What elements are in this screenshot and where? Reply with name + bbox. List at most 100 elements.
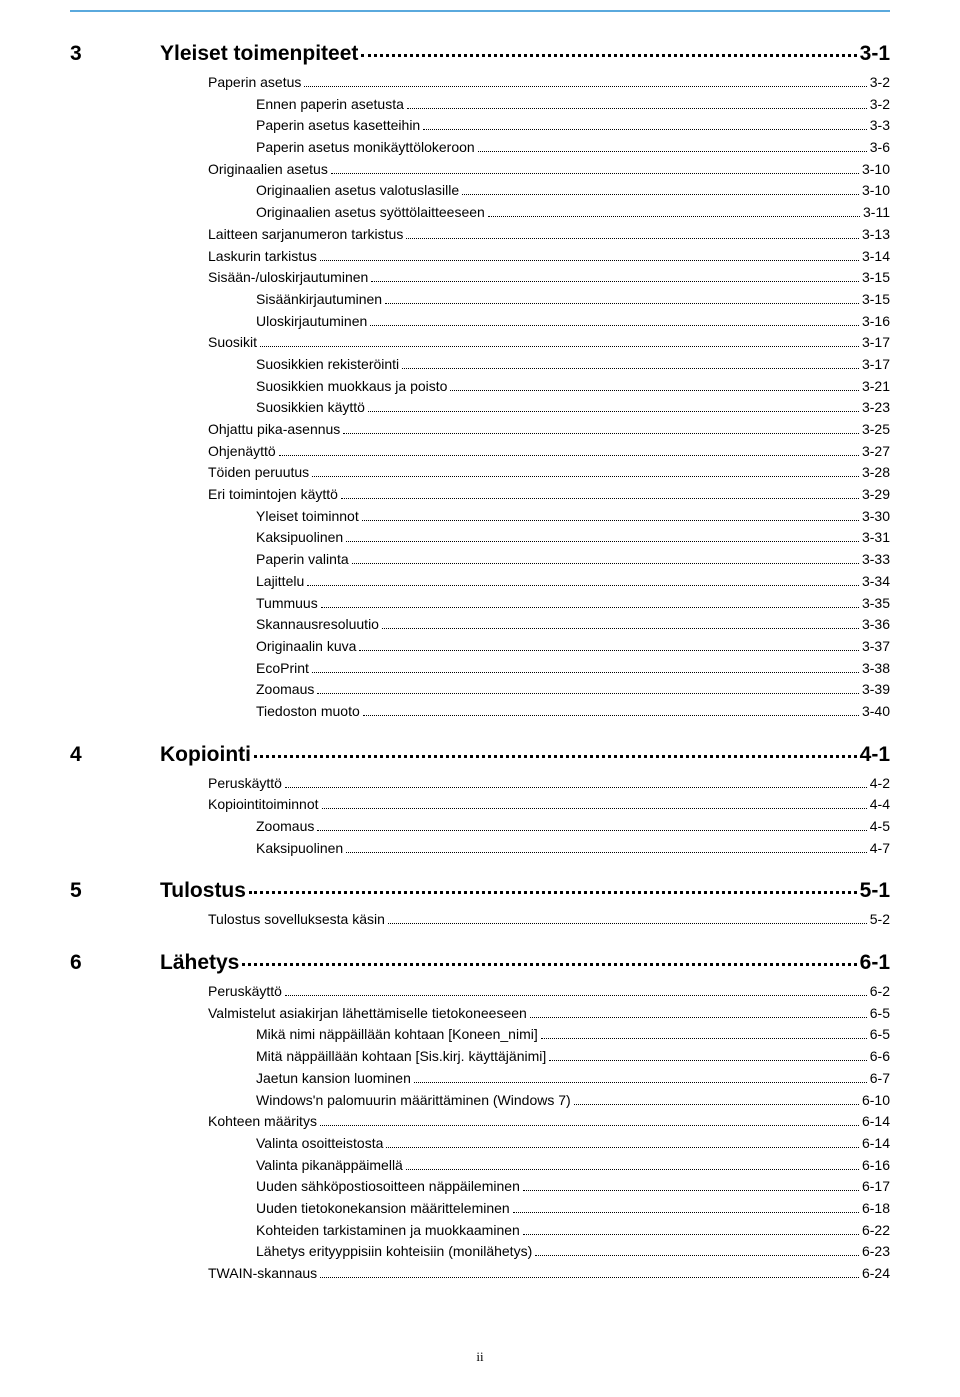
entry-title: Zoomaus — [256, 816, 314, 838]
leader-dots — [385, 303, 859, 304]
entry-title: Paperin asetus — [208, 72, 301, 94]
leader-dots — [406, 1169, 859, 1170]
toc-entry: Tulostus sovelluksesta käsin5-2 — [160, 909, 890, 931]
toc-entry: Originaalien asetus syöttölaitteeseen3-1… — [160, 202, 890, 224]
leader-dots — [285, 995, 867, 996]
leader-dots — [371, 281, 859, 282]
entry-page: 3-6 — [870, 137, 890, 159]
entry-page: 4-4 — [870, 794, 890, 816]
chapter-page: 6-1 — [860, 951, 890, 975]
entry-title: Kohteen määritys — [208, 1111, 317, 1133]
entry-page: 3-3 — [870, 115, 890, 137]
leader-dots — [254, 755, 857, 758]
entry-page: 6-10 — [862, 1090, 890, 1112]
leader-dots — [346, 852, 867, 853]
chapter-title-wrap: Lähetys6-1 — [160, 951, 890, 975]
chapter-title: Yleiset toimenpiteet — [160, 42, 358, 66]
leader-dots — [388, 923, 867, 924]
leader-dots — [406, 238, 859, 239]
toc-entry: Yleiset toiminnot3-30 — [160, 506, 890, 528]
chapter-title-wrap: Kopiointi4-1 — [160, 743, 890, 767]
toc-entry: Ohjenäyttö3-27 — [160, 441, 890, 463]
entry-page: 3-38 — [862, 658, 890, 680]
leader-dots — [549, 1060, 867, 1061]
toc-entry: Kaksipuolinen4-7 — [160, 838, 890, 860]
toc-entry: Windows'n palomuurin määrittäminen (Wind… — [160, 1090, 890, 1112]
entry-title: Kaksipuolinen — [256, 527, 343, 549]
entry-title: Laskurin tarkistus — [208, 246, 317, 268]
entry-title: Uuden sähköpostiosoitteen näppäileminen — [256, 1176, 520, 1198]
chapter-number: 6 — [70, 951, 160, 975]
leader-dots — [530, 1017, 867, 1018]
entry-title: Laitteen sarjanumeron tarkistus — [208, 224, 403, 246]
chapter-title: Kopiointi — [160, 743, 251, 767]
chapter-title-wrap: Yleiset toimenpiteet3-1 — [160, 42, 890, 66]
entry-page: 3-40 — [862, 701, 890, 723]
chapter-page: 5-1 — [860, 879, 890, 903]
entry-page: 3-17 — [862, 332, 890, 354]
entry-page: 3-2 — [870, 94, 890, 116]
entry-title: Originaalien asetus valotuslasille — [256, 180, 459, 202]
entry-page: 6-18 — [862, 1198, 890, 1220]
toc-entry: Originaalien asetus3-10 — [160, 159, 890, 181]
toc-entry: Paperin valinta3-33 — [160, 549, 890, 571]
toc-section: 3Yleiset toimenpiteet3-1Paperin asetus3-… — [70, 42, 890, 723]
chapter-number: 4 — [70, 743, 160, 767]
leader-dots — [359, 650, 859, 651]
leader-dots — [341, 498, 859, 499]
leader-dots — [320, 1125, 859, 1126]
entries: Tulostus sovelluksesta käsin5-2 — [160, 909, 890, 931]
entry-page: 3-15 — [862, 289, 890, 311]
toc-entry: Laitteen sarjanumeron tarkistus3-13 — [160, 224, 890, 246]
entry-page: 3-17 — [862, 354, 890, 376]
entry-page: 3-21 — [862, 376, 890, 398]
entry-page: 6-5 — [870, 1024, 890, 1046]
toc-entry: Zoomaus3-39 — [160, 679, 890, 701]
toc-entry: Peruskäyttö4-2 — [160, 773, 890, 795]
entry-page: 3-35 — [862, 593, 890, 615]
entry-title: Eri toimintojen käyttö — [208, 484, 338, 506]
entry-page: 3-30 — [862, 506, 890, 528]
toc-entry: Eri toimintojen käyttö3-29 — [160, 484, 890, 506]
leader-dots — [362, 520, 859, 521]
leader-dots — [317, 693, 859, 694]
leader-dots — [249, 891, 857, 894]
entry-title: Lähetys erityyppisiin kohteisiin (monilä… — [256, 1241, 532, 1263]
entry-title: Suosikkien rekisteröinti — [256, 354, 399, 376]
entry-title: Peruskäyttö — [208, 773, 282, 795]
entries: Paperin asetus 3-2 Ennen paperin asetusta 3… — [160, 72, 890, 723]
toc-entry: Laskurin tarkistus3-14 — [160, 246, 890, 268]
entry-title: Windows'n palomuurin määrittäminen (Wind… — [256, 1090, 571, 1112]
toc-entry: Kaksipuolinen3-31 — [160, 527, 890, 549]
toc-entry: Zoomaus4-5 — [160, 816, 890, 838]
leader-dots — [523, 1190, 859, 1191]
leader-dots — [382, 628, 859, 629]
page-number: ii — [0, 1349, 960, 1365]
leader-dots — [312, 476, 859, 477]
toc-entry: Tiedoston muoto 3-40 — [160, 701, 890, 723]
entry-page: 6-14 — [862, 1111, 890, 1133]
leader-dots — [450, 390, 859, 391]
entry-title: Ohjattu pika-asennus — [208, 419, 340, 441]
entry-title: Valinta pikanäppäimellä — [256, 1155, 403, 1177]
entry-page: 6-17 — [862, 1176, 890, 1198]
entry-title: Suosikkien käyttö — [256, 397, 365, 419]
entry-page: 3-28 — [862, 462, 890, 484]
entry-page: 3-23 — [862, 397, 890, 419]
entry-title: Suosikkien muokkaus ja poisto — [256, 376, 447, 398]
toc-entry: Lajittelu3-34 — [160, 571, 890, 593]
entry-title: Tulostus sovelluksesta käsin — [208, 909, 385, 931]
entry-page: 4-7 — [870, 838, 890, 860]
leader-dots — [320, 1277, 859, 1278]
toc-entry: Paperin asetus monikäyttölokeroon3-6 — [160, 137, 890, 159]
leader-dots — [307, 585, 859, 586]
leader-dots — [541, 1038, 867, 1039]
entry-title: Tiedoston muoto — [256, 701, 360, 723]
toc-sections: 3Yleiset toimenpiteet3-1Paperin asetus3-… — [70, 42, 890, 1285]
entry-title: Ennen paperin asetusta — [256, 94, 404, 116]
entries: Peruskäyttö4-2Kopiointitoiminnot4-4Zooma… — [160, 773, 890, 860]
leader-dots — [285, 787, 867, 788]
leader-dots — [242, 963, 856, 966]
entry-title: Skannausresoluutio — [256, 614, 379, 636]
leader-dots — [370, 325, 859, 326]
